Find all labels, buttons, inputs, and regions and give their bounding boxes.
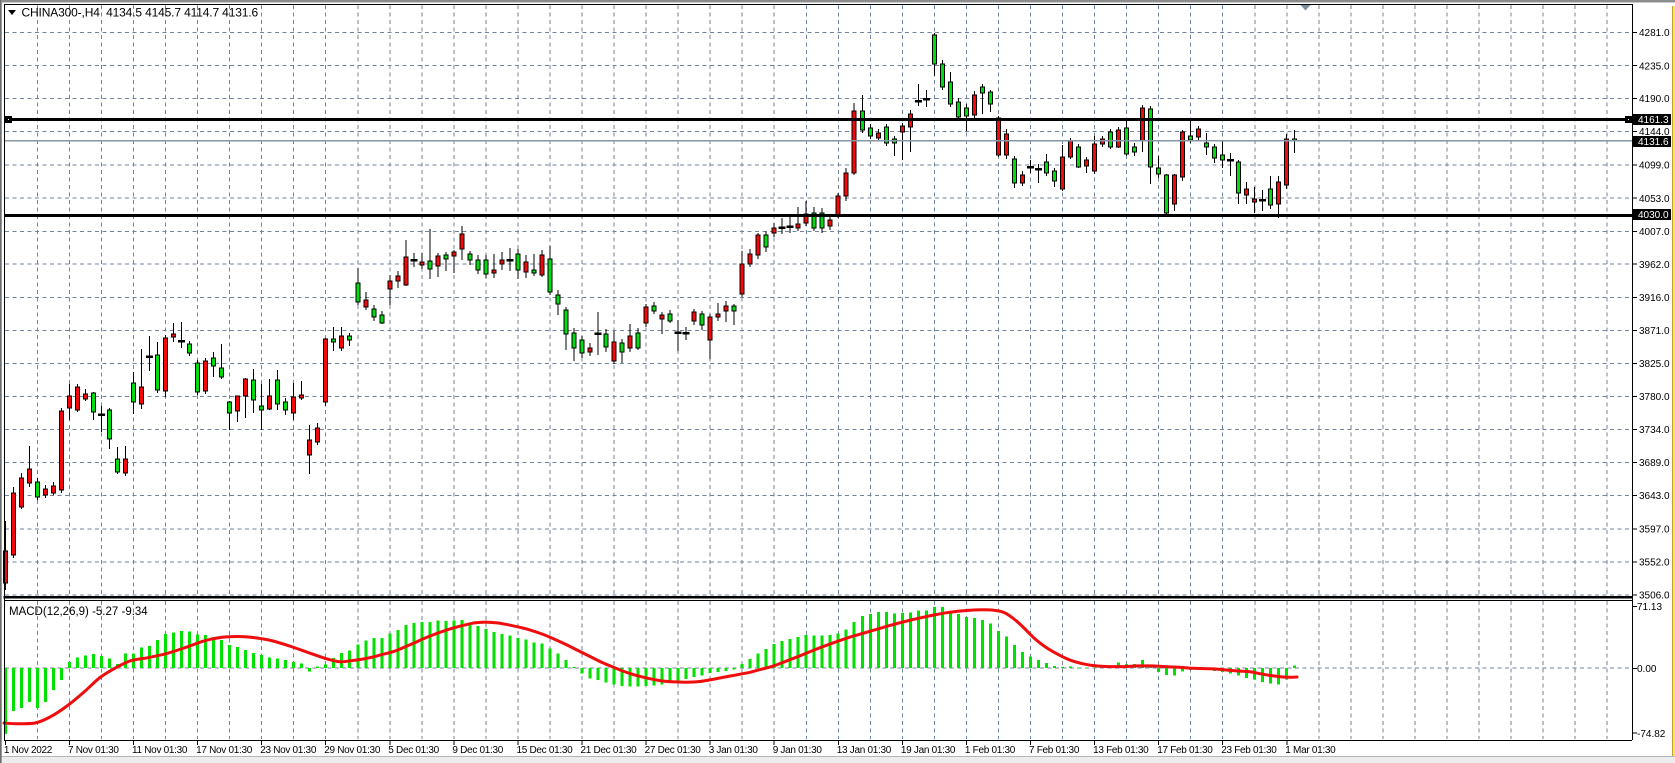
svg-text:MACD(12,26,9) -5.27 -9.34: MACD(12,26,9) -5.27 -9.34	[9, 606, 148, 618]
svg-text:-74.82: -74.82	[1637, 729, 1666, 740]
svg-text:4007.0: 4007.0	[1639, 227, 1670, 238]
svg-text:4235.0: 4235.0	[1639, 61, 1670, 72]
svg-text:3643.0: 3643.0	[1639, 491, 1670, 502]
svg-text:3552.0: 3552.0	[1639, 557, 1670, 568]
svg-text:4144.0: 4144.0	[1639, 127, 1670, 138]
svg-text:1 Feb 01:30: 1 Feb 01:30	[965, 745, 1016, 756]
svg-text:11 Nov 01:30: 11 Nov 01:30	[132, 745, 188, 756]
svg-text:17 Nov 01:30: 17 Nov 01:30	[196, 745, 253, 756]
svg-text:3506.0: 3506.0	[1639, 591, 1670, 602]
svg-text:13 Jan 01:30: 13 Jan 01:30	[837, 745, 892, 756]
svg-text:23 Nov 01:30: 23 Nov 01:30	[260, 745, 317, 756]
svg-text:15 Dec 01:30: 15 Dec 01:30	[517, 745, 574, 756]
svg-text:13 Feb 01:30: 13 Feb 01:30	[1093, 745, 1149, 756]
svg-text:3780.0: 3780.0	[1639, 392, 1670, 403]
svg-text:21 Dec 01:30: 21 Dec 01:30	[581, 745, 638, 756]
svg-text:3916.0: 3916.0	[1639, 293, 1670, 304]
svg-text:29 Nov 01:30: 29 Nov 01:30	[324, 745, 381, 756]
svg-text:1 Mar 01:30: 1 Mar 01:30	[1285, 745, 1336, 756]
svg-text:27 Dec 01:30: 27 Dec 01:30	[645, 745, 702, 756]
svg-text:9 Jan 01:30: 9 Jan 01:30	[773, 745, 823, 756]
svg-text:17 Feb 01:30: 17 Feb 01:30	[1157, 745, 1213, 756]
svg-text:3 Jan 01:30: 3 Jan 01:30	[709, 745, 759, 756]
svg-text:19 Jan 01:30: 19 Jan 01:30	[901, 745, 956, 756]
svg-text:4053.0: 4053.0	[1639, 194, 1670, 205]
svg-text:9 Dec 01:30: 9 Dec 01:30	[452, 745, 503, 756]
svg-text:4161.3: 4161.3	[1638, 115, 1669, 126]
svg-text:7 Feb 01:30: 7 Feb 01:30	[1029, 745, 1080, 756]
svg-text:CHINA300-,H4 4134.5 4145.7 41: CHINA300-,H4 4134.5 4145.7 4114.7 4131.6	[22, 6, 259, 20]
svg-text:3962.0: 3962.0	[1639, 260, 1670, 271]
svg-text:4190.0: 4190.0	[1639, 94, 1670, 105]
svg-text:3825.0: 3825.0	[1639, 359, 1670, 370]
svg-text:23 Feb 01:30: 23 Feb 01:30	[1221, 745, 1277, 756]
svg-text:4281.0: 4281.0	[1639, 28, 1670, 39]
svg-text:3597.0: 3597.0	[1639, 525, 1670, 536]
svg-text:5 Dec 01:30: 5 Dec 01:30	[388, 745, 439, 756]
svg-text:7 Nov 01:30: 7 Nov 01:30	[68, 745, 119, 756]
svg-text:4030.0: 4030.0	[1638, 210, 1669, 221]
svg-text:1 Nov 2022: 1 Nov 2022	[4, 745, 53, 756]
svg-text:3871.0: 3871.0	[1639, 326, 1670, 337]
svg-text:3689.0: 3689.0	[1639, 458, 1670, 469]
svg-text:0.00: 0.00	[1637, 664, 1657, 675]
svg-text:4131.6: 4131.6	[1638, 137, 1669, 148]
svg-text:3734.0: 3734.0	[1639, 425, 1670, 436]
svg-text:71.13: 71.13	[1637, 602, 1662, 613]
svg-text:4099.0: 4099.0	[1639, 161, 1670, 172]
